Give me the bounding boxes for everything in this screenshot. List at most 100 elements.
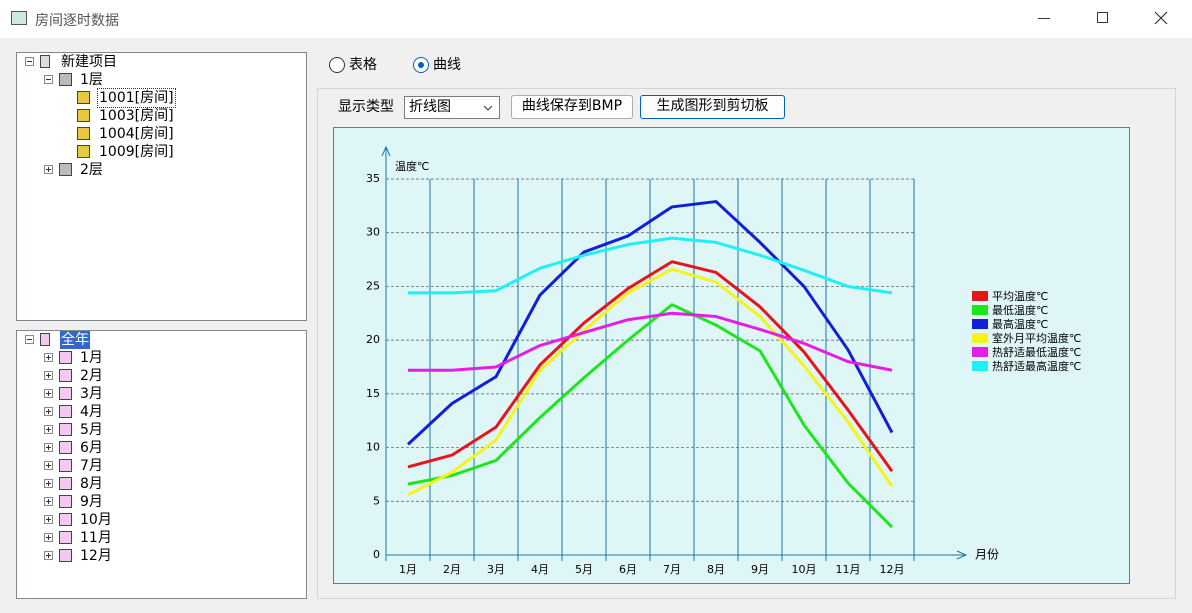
x-tick-label: 6月 — [619, 563, 637, 576]
x-tick-label: 3月 — [487, 563, 505, 576]
tree-label[interactable]: 全年 — [60, 331, 90, 349]
radio-button[interactable] — [413, 57, 429, 73]
tree-row[interactable]: 7月 — [17, 457, 297, 475]
copy-clipboard-button[interactable]: 生成图形到剪切板 — [640, 95, 785, 119]
x-tick-label: 1月 — [399, 563, 417, 576]
tree-row[interactable]: 2月 — [17, 367, 297, 385]
app-icon — [11, 11, 27, 25]
tree-label[interactable]: 9月 — [80, 494, 103, 510]
tree-expander[interactable] — [44, 533, 53, 542]
tree-row[interactable]: 4月 — [17, 403, 297, 421]
tree-label[interactable]: 1月 — [80, 350, 103, 366]
tree-icon — [59, 369, 72, 382]
tree-expander[interactable] — [25, 335, 34, 344]
radio-button[interactable] — [329, 57, 345, 73]
tree-label[interactable]: 2月 — [80, 368, 103, 384]
x-axis-arrow — [956, 550, 968, 560]
tree-row[interactable]: 10月 — [17, 511, 297, 529]
display-type-value: 折线图 — [409, 99, 451, 115]
tree-label[interactable]: 1001[房间] — [97, 88, 176, 108]
tree-expander[interactable] — [44, 443, 53, 452]
tree-label[interactable]: 7月 — [80, 458, 103, 474]
tree-label[interactable]: 新建项目 — [61, 54, 117, 70]
window-title: 房间逐时数据 — [35, 13, 119, 29]
tree-expander[interactable] — [44, 497, 53, 506]
tree-expander[interactable] — [44, 479, 53, 488]
tree-row[interactable]: 新建项目 — [17, 53, 297, 71]
tree-row[interactable]: 2层 — [17, 161, 297, 179]
tree-expander[interactable] — [44, 551, 53, 560]
tree-icon — [40, 333, 50, 346]
y-tick-label: 0 — [373, 548, 380, 561]
tree-label[interactable]: 1009[房间] — [99, 144, 174, 160]
y-tick-label: 35 — [366, 172, 380, 185]
series-line — [407, 260, 894, 473]
tree-label[interactable]: 11月 — [80, 530, 112, 546]
tree-expander[interactable] — [25, 57, 34, 66]
x-tick-label: 10月 — [792, 563, 817, 576]
tree-row[interactable]: 8月 — [17, 475, 297, 493]
tree-row[interactable]: 12月 — [17, 547, 297, 565]
x-tick-label: 11月 — [836, 563, 861, 576]
tree-expander[interactable] — [44, 75, 53, 84]
save-bmp-button[interactable]: 曲线保存到BMP — [511, 95, 633, 119]
tree-label[interactable]: 1004[房间] — [99, 126, 174, 142]
maximize-button[interactable] — [1097, 12, 1108, 23]
tree-label[interactable]: 8月 — [80, 476, 103, 492]
x-tick-label: 4月 — [531, 563, 549, 576]
y-axis-arrow — [381, 145, 391, 157]
y-tick-label: 30 — [366, 226, 380, 239]
tree-label[interactable]: 4月 — [80, 404, 103, 420]
tree-row[interactable]: 1003[房间] — [17, 107, 297, 125]
tree-label[interactable]: 5月 — [80, 422, 103, 438]
tree-row[interactable]: 1层 — [17, 71, 297, 89]
tree-icon — [59, 351, 72, 364]
tree-row[interactable]: 9月 — [17, 493, 297, 511]
y-tick-label: 5 — [373, 494, 380, 507]
tree-row[interactable]: 5月 — [17, 421, 297, 439]
tree-icon — [77, 145, 90, 158]
radio-label[interactable]: 曲线 — [433, 57, 461, 73]
tree-expander[interactable] — [44, 389, 53, 398]
close-button[interactable] — [1154, 11, 1168, 25]
legend-swatch — [972, 333, 988, 343]
legend-swatch — [972, 347, 988, 357]
tree-label[interactable]: 2层 — [80, 162, 103, 178]
series-line — [408, 236, 893, 295]
tree-icon — [59, 531, 72, 544]
tree-label[interactable]: 6月 — [80, 440, 103, 456]
tree-row[interactable]: 1004[房间] — [17, 125, 297, 143]
tree-row[interactable]: 11月 — [17, 529, 297, 547]
tree-label[interactable]: 1层 — [80, 72, 103, 88]
tree-expander[interactable] — [44, 515, 53, 524]
chart-frame — [333, 127, 1130, 584]
tree-label[interactable]: 10月 — [80, 512, 112, 528]
tree-row[interactable]: 1009[房间] — [17, 143, 297, 161]
tree-label[interactable]: 12月 — [80, 548, 112, 564]
y-axis-title: 温度℃ — [395, 159, 429, 173]
minimize-button[interactable] — [1038, 18, 1050, 19]
tree-icon — [59, 441, 72, 454]
tree-row[interactable]: 1月 — [17, 349, 297, 367]
tree-expander[interactable] — [44, 407, 53, 416]
display-type-label: 显示类型 — [338, 99, 394, 115]
tree-label[interactable]: 1003[房间] — [99, 108, 174, 124]
tree-expander[interactable] — [44, 353, 53, 362]
tree-row[interactable]: 3月 — [17, 385, 297, 403]
tree-expander[interactable] — [44, 165, 53, 174]
tree-expander[interactable] — [44, 371, 53, 380]
radio-dot — [418, 62, 424, 68]
tree-icon — [59, 513, 72, 526]
series-line — [407, 267, 894, 497]
radio-label[interactable]: 表格 — [349, 57, 377, 73]
tree-label[interactable]: 3月 — [80, 386, 103, 402]
tree-row[interactable]: 全年 — [17, 331, 297, 349]
tree-expander[interactable] — [44, 425, 53, 434]
tree-icon — [59, 163, 72, 176]
tree-expander[interactable] — [44, 461, 53, 470]
tree-row[interactable]: 1001[房间] — [17, 88, 297, 108]
tree-row[interactable]: 6月 — [17, 439, 297, 457]
display-type-select[interactable]: 折线图 — [404, 96, 500, 119]
x-tick-label: 9月 — [751, 563, 769, 576]
